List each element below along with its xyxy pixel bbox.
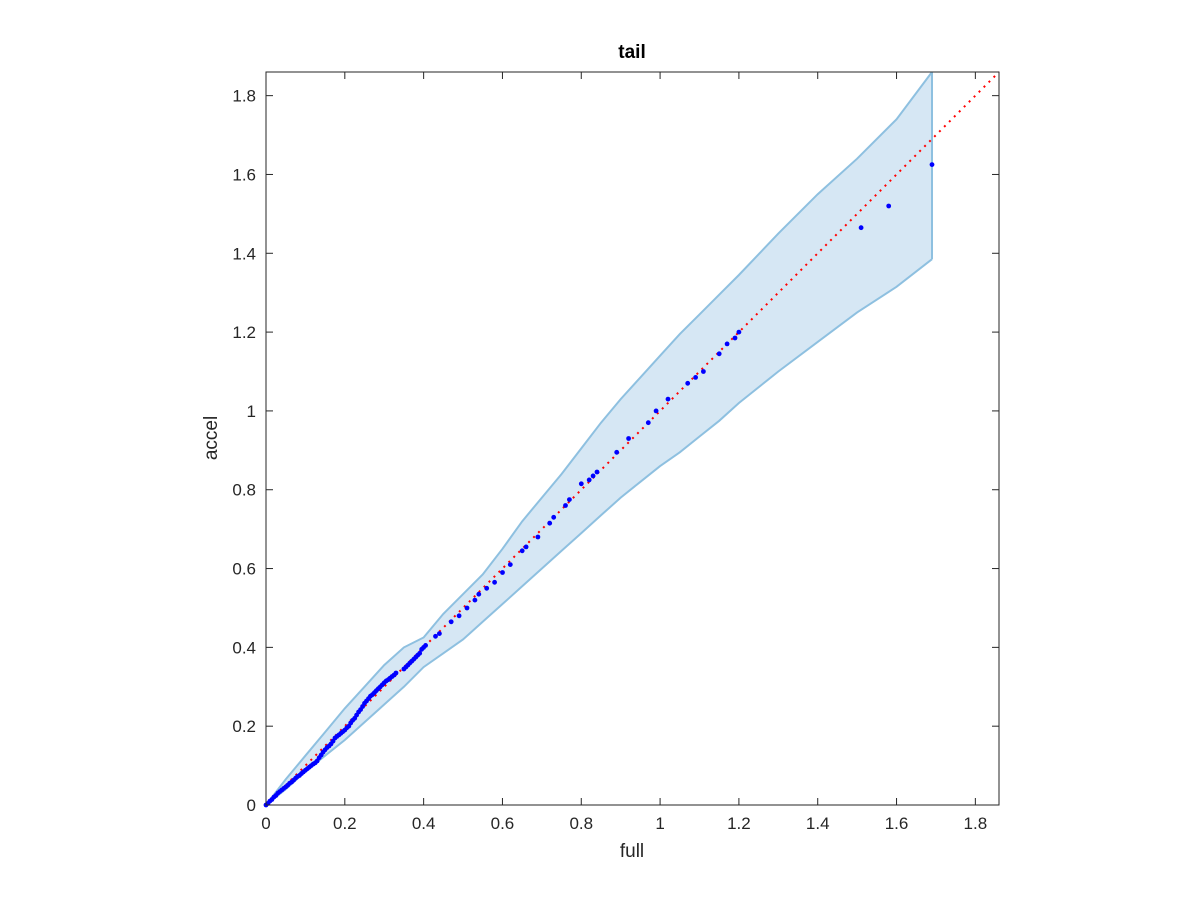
y-tick-label: 0.4 [232, 638, 256, 657]
data-point [464, 605, 470, 611]
band-upper-edge [265, 71, 933, 806]
band-lower-edge [265, 258, 933, 806]
data-point [567, 497, 572, 502]
y-tick-label: 0.2 [232, 717, 256, 736]
y-tick-label: 1.6 [232, 165, 256, 184]
data-point [535, 534, 541, 540]
data-point [472, 597, 478, 603]
data-point [653, 408, 659, 414]
data-point [590, 473, 596, 479]
y-tick-label: 1.4 [232, 244, 256, 263]
data-point [886, 203, 892, 209]
data-point [417, 650, 423, 656]
y-tick-label: 1 [247, 402, 256, 421]
data-point [437, 631, 442, 636]
y-axis-ticks: 0 0.2 0.4 0.6 0.8 1 1.2 1.4 1.6 1.8 [232, 87, 999, 815]
x-tick-label: 1.4 [806, 814, 830, 833]
data-point [519, 548, 525, 554]
data-point [423, 643, 428, 648]
data-point [484, 585, 490, 591]
data-point [594, 469, 600, 475]
reference-line-path [265, 71, 1000, 806]
data-point [724, 341, 730, 347]
y-tick-label: 1.2 [232, 323, 256, 342]
x-tick-label: 1.8 [964, 814, 988, 833]
data-points [263, 162, 935, 808]
x-tick-label: 0.8 [569, 814, 593, 833]
data-point [523, 544, 529, 550]
data-point [456, 613, 462, 619]
data-point [929, 162, 935, 168]
data-point [614, 449, 620, 455]
data-point [665, 396, 671, 402]
data-point [563, 503, 568, 508]
data-point [716, 351, 722, 357]
y-tick-label: 0.6 [232, 560, 256, 579]
band-fill [266, 72, 932, 805]
data-point [701, 369, 706, 374]
y-tick-label: 0.8 [232, 481, 256, 500]
x-tick-label: 1.2 [727, 814, 751, 833]
reference-line [265, 71, 1000, 806]
data-point [433, 633, 438, 639]
x-axis-label: full [620, 841, 644, 862]
data-point [448, 619, 454, 625]
x-tick-label: 0 [261, 814, 270, 833]
data-point [736, 329, 742, 335]
data-point [507, 562, 513, 567]
x-axis-ticks: 0 0.2 0.4 0.6 0.8 1 1.2 1.4 1.6 1.8 [261, 72, 987, 833]
y-tick-label: 0 [247, 796, 256, 815]
chart-title: tail [618, 42, 645, 63]
data-point [578, 481, 584, 487]
data-point [551, 514, 557, 520]
data-point [693, 375, 698, 380]
data-point [645, 420, 651, 426]
x-tick-label: 0.6 [491, 814, 515, 833]
data-point [858, 225, 864, 231]
data-point [586, 477, 592, 483]
y-tick-label: 1.8 [232, 87, 256, 106]
data-point [547, 520, 553, 526]
data-point [685, 380, 691, 386]
data-point [732, 335, 738, 341]
x-tick-label: 0.2 [333, 814, 357, 833]
data-point [492, 579, 497, 585]
axes-box [265, 71, 1000, 806]
y-axis-label: accel [201, 416, 222, 460]
data-point [500, 570, 505, 575]
x-tick-label: 0.4 [412, 814, 436, 833]
x-tick-label: 1 [655, 814, 664, 833]
data-point [476, 591, 482, 597]
data-point [393, 670, 399, 676]
x-tick-label: 1.6 [885, 814, 909, 833]
data-point [626, 436, 631, 441]
